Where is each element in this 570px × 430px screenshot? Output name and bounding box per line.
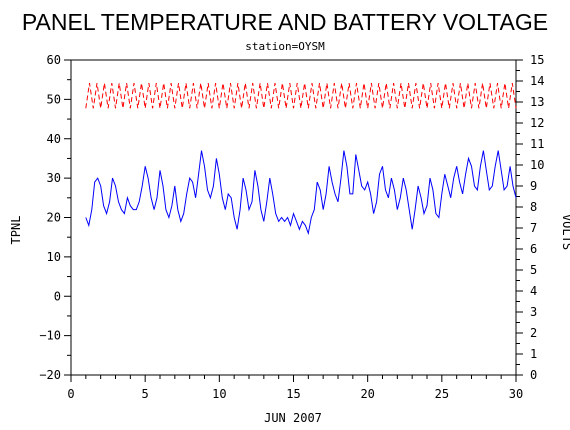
x-tick-label: 10 <box>212 387 226 401</box>
chart-title: PANEL TEMPERATURE AND BATTERY VOLTAGE <box>22 9 548 35</box>
y-left-axis-ticks: −20 −10 0 10 20 30 40 50 60 <box>39 53 71 382</box>
chart-subtitle: station=OYSM <box>245 40 325 53</box>
x-tick-label: 15 <box>286 387 300 401</box>
y-left-axis-label: TPNL <box>9 216 23 245</box>
x-tick-label: 5 <box>142 387 149 401</box>
y-right-tick-label: 11 <box>530 137 544 151</box>
y-right-tick-label: 3 <box>530 305 537 319</box>
y-right-tick-label: 1 <box>530 347 537 361</box>
y-right-tick-label: 0 <box>530 368 537 382</box>
x-axis-ticks: 0 5 10 15 20 25 30 <box>67 375 523 401</box>
x-tick-label: 20 <box>360 387 374 401</box>
y-right-tick-label: 14 <box>530 74 544 88</box>
y-right-tick-label: 12 <box>530 116 544 130</box>
y-right-tick-label: 10 <box>530 158 544 172</box>
y-left-tick-label: 60 <box>47 53 61 67</box>
y-right-tick-label: 2 <box>530 326 537 340</box>
y-left-tick-label: 30 <box>47 171 61 185</box>
x-tick-label: 0 <box>67 387 74 401</box>
volts-series-line <box>85 83 517 109</box>
y-left-tick-label: −20 <box>39 368 61 382</box>
y-left-tick-label: 10 <box>47 250 61 264</box>
y-left-tick-label: −10 <box>39 329 61 343</box>
y-right-tick-label: 15 <box>530 53 544 67</box>
y-right-tick-label: 4 <box>530 284 537 298</box>
series-layer <box>85 83 517 236</box>
y-right-tick-label: 8 <box>530 200 537 214</box>
x-tick-label: 30 <box>509 387 523 401</box>
y-right-tick-label: 13 <box>530 95 544 109</box>
tpnl-series-line <box>85 150 517 236</box>
y-right-tick-label: 5 <box>530 263 537 277</box>
y-right-tick-label: 9 <box>530 179 537 193</box>
x-axis-label: JUN 2007 <box>264 411 322 425</box>
y-right-axis-label: VOLTS <box>560 214 570 250</box>
y-left-tick-label: 20 <box>47 211 61 225</box>
y-left-tick-label: 50 <box>47 92 61 106</box>
y-right-tick-label: 6 <box>530 242 537 256</box>
y-left-tick-label: 0 <box>54 289 61 303</box>
x-tick-label: 25 <box>435 387 449 401</box>
y-right-tick-label: 7 <box>530 221 537 235</box>
y-left-tick-label: 40 <box>47 132 61 146</box>
